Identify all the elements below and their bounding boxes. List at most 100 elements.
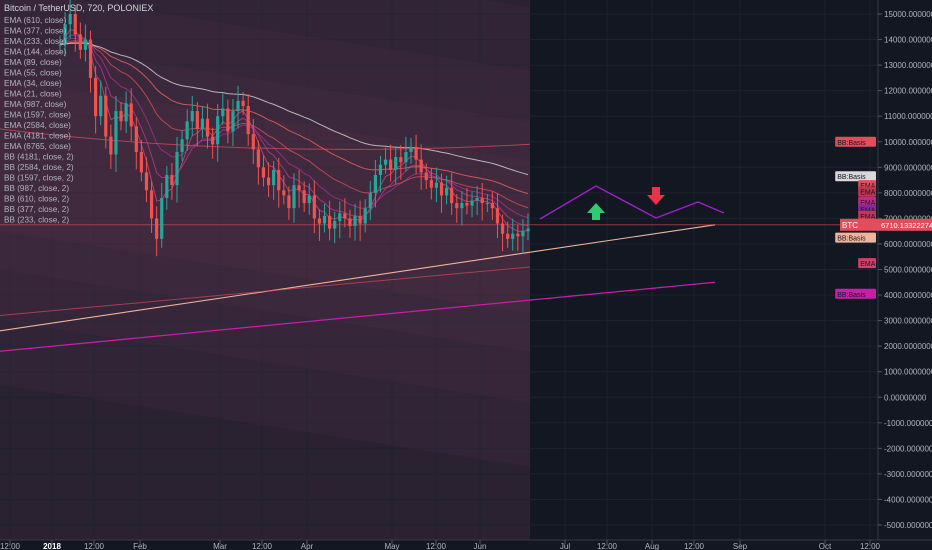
candle-body (139, 151, 143, 173)
price-tick-label: 3000.00000000 (884, 317, 932, 326)
time-tick-label: 12:00 (860, 542, 881, 550)
legend-entry: BB (610, close, 2) (4, 195, 69, 204)
candle-body (160, 197, 164, 239)
candle-body (307, 195, 311, 204)
scale-label-text: BB:Basis (837, 236, 866, 243)
time-axis[interactable]: 12:00 2018 12:00 Feb Mar 12:00 Apr May 12:00 Jun J… (0, 539, 932, 550)
candle-body (404, 151, 408, 163)
last-price-symbol: BTC (842, 221, 858, 230)
candle-body (465, 203, 469, 206)
legend-entry: EMA (34, close) (4, 79, 62, 88)
scale-label-text: BB:Basis (837, 174, 866, 181)
legend-entry: EMA (610, close) (4, 16, 67, 25)
candle-body (353, 215, 357, 227)
candle-body (124, 103, 128, 122)
candle-body (358, 215, 362, 224)
time-tick-label: Sep (733, 542, 748, 550)
long-term-line (0, 266, 531, 316)
last-price-box (840, 218, 932, 231)
candle-body (322, 215, 327, 224)
price-tick-label: 5000.00000000 (884, 266, 932, 275)
candle-body (394, 157, 398, 170)
time-tick-label: Mar (213, 542, 227, 550)
legend-entry: EMA (144, close) (4, 48, 67, 57)
candle-body (511, 233, 515, 239)
candle-body (129, 103, 133, 127)
scale-label-box (835, 288, 876, 299)
candle-body (490, 203, 494, 209)
scale-label-text: EMA (860, 190, 876, 197)
candle-body (312, 195, 316, 219)
candle-body (338, 213, 342, 221)
long-term-line (0, 128, 531, 150)
grid-lines (0, 0, 878, 540)
legend-entry: EMA (987, close) (4, 100, 67, 109)
candle-body (272, 169, 276, 186)
time-tick-label: 12:00 (684, 542, 705, 550)
candle-body (526, 228, 530, 232)
candle-body (211, 136, 215, 145)
legend-entry: EMA (233, close) (4, 37, 67, 46)
chart-title: Bitcoin / TetherUSD, 720, POLONIEX (4, 3, 153, 13)
time-tick-label: 12:00 (597, 542, 618, 550)
candle-body (475, 197, 479, 201)
candle-body (216, 116, 220, 145)
price-scale-labels: BB:BasisBB:BasisEMAEMAEMAEMAEMAEMABB:Bas… (835, 136, 932, 299)
projection-drawing (539, 185, 725, 220)
time-tick-label: Aug (645, 542, 659, 550)
price-tick-label: -2000.00000000 (884, 444, 932, 453)
time-tick-label: Jun (474, 542, 487, 550)
legend-entry: BB (1597, close, 2) (4, 174, 74, 183)
candle-body (373, 174, 377, 193)
scale-label-box (858, 186, 876, 197)
candle-body (439, 182, 444, 196)
scale-label-text: BB:Basis (837, 140, 866, 147)
candle-body (134, 126, 138, 152)
time-tick-label: Oct (819, 542, 832, 550)
legend-entry: EMA (1597, close) (4, 111, 71, 120)
time-tick-label: 12:00 (426, 542, 447, 550)
time-tick-label: 12:00 (0, 542, 21, 550)
candle-body (68, 14, 72, 25)
candle-body (495, 208, 500, 224)
candle-body (114, 111, 118, 155)
price-tick-label: 6000.00000000 (884, 240, 932, 249)
scale-label-box (835, 171, 876, 182)
time-tick-label: May (384, 542, 399, 550)
price-tick-label: 11000.00000000 (884, 112, 932, 121)
candle-body (363, 208, 367, 224)
candle-body (155, 218, 159, 239)
candle-body (460, 203, 464, 209)
candle-body (445, 187, 449, 196)
candle-body (200, 118, 205, 129)
legend-entry: BB (377, close, 2) (4, 205, 69, 214)
candle-body (251, 134, 255, 150)
time-tick-label: Jul (560, 542, 570, 550)
legend-entry: BB (2584, close, 2) (4, 163, 74, 172)
price-tick-label: -5000.00000000 (884, 521, 932, 530)
candle-body (521, 231, 525, 237)
candle-body (236, 100, 240, 112)
candle-body (185, 121, 189, 140)
bollinger-band-fill (0, 77, 530, 314)
candle-body (104, 95, 108, 137)
candle-body (317, 218, 322, 224)
candle-body (256, 149, 260, 168)
candle-body (302, 190, 306, 204)
candle-body (175, 151, 179, 186)
candle-body (165, 174, 169, 198)
price-tick-label: -4000.00000000 (884, 495, 932, 504)
scale-label-box (858, 210, 876, 221)
candle-body (368, 192, 372, 209)
price-tick-label: 10000.00000000 (884, 138, 932, 147)
time-tick-label: Feb (133, 542, 147, 550)
candle-body (149, 190, 154, 219)
ema-line (59, 37, 529, 219)
price-tick-label: -3000.00000000 (884, 470, 932, 479)
up-arrow (587, 203, 605, 220)
candle-body (109, 136, 113, 155)
candle-body (450, 187, 454, 204)
candle-body (261, 167, 266, 178)
candle-body (506, 233, 510, 239)
